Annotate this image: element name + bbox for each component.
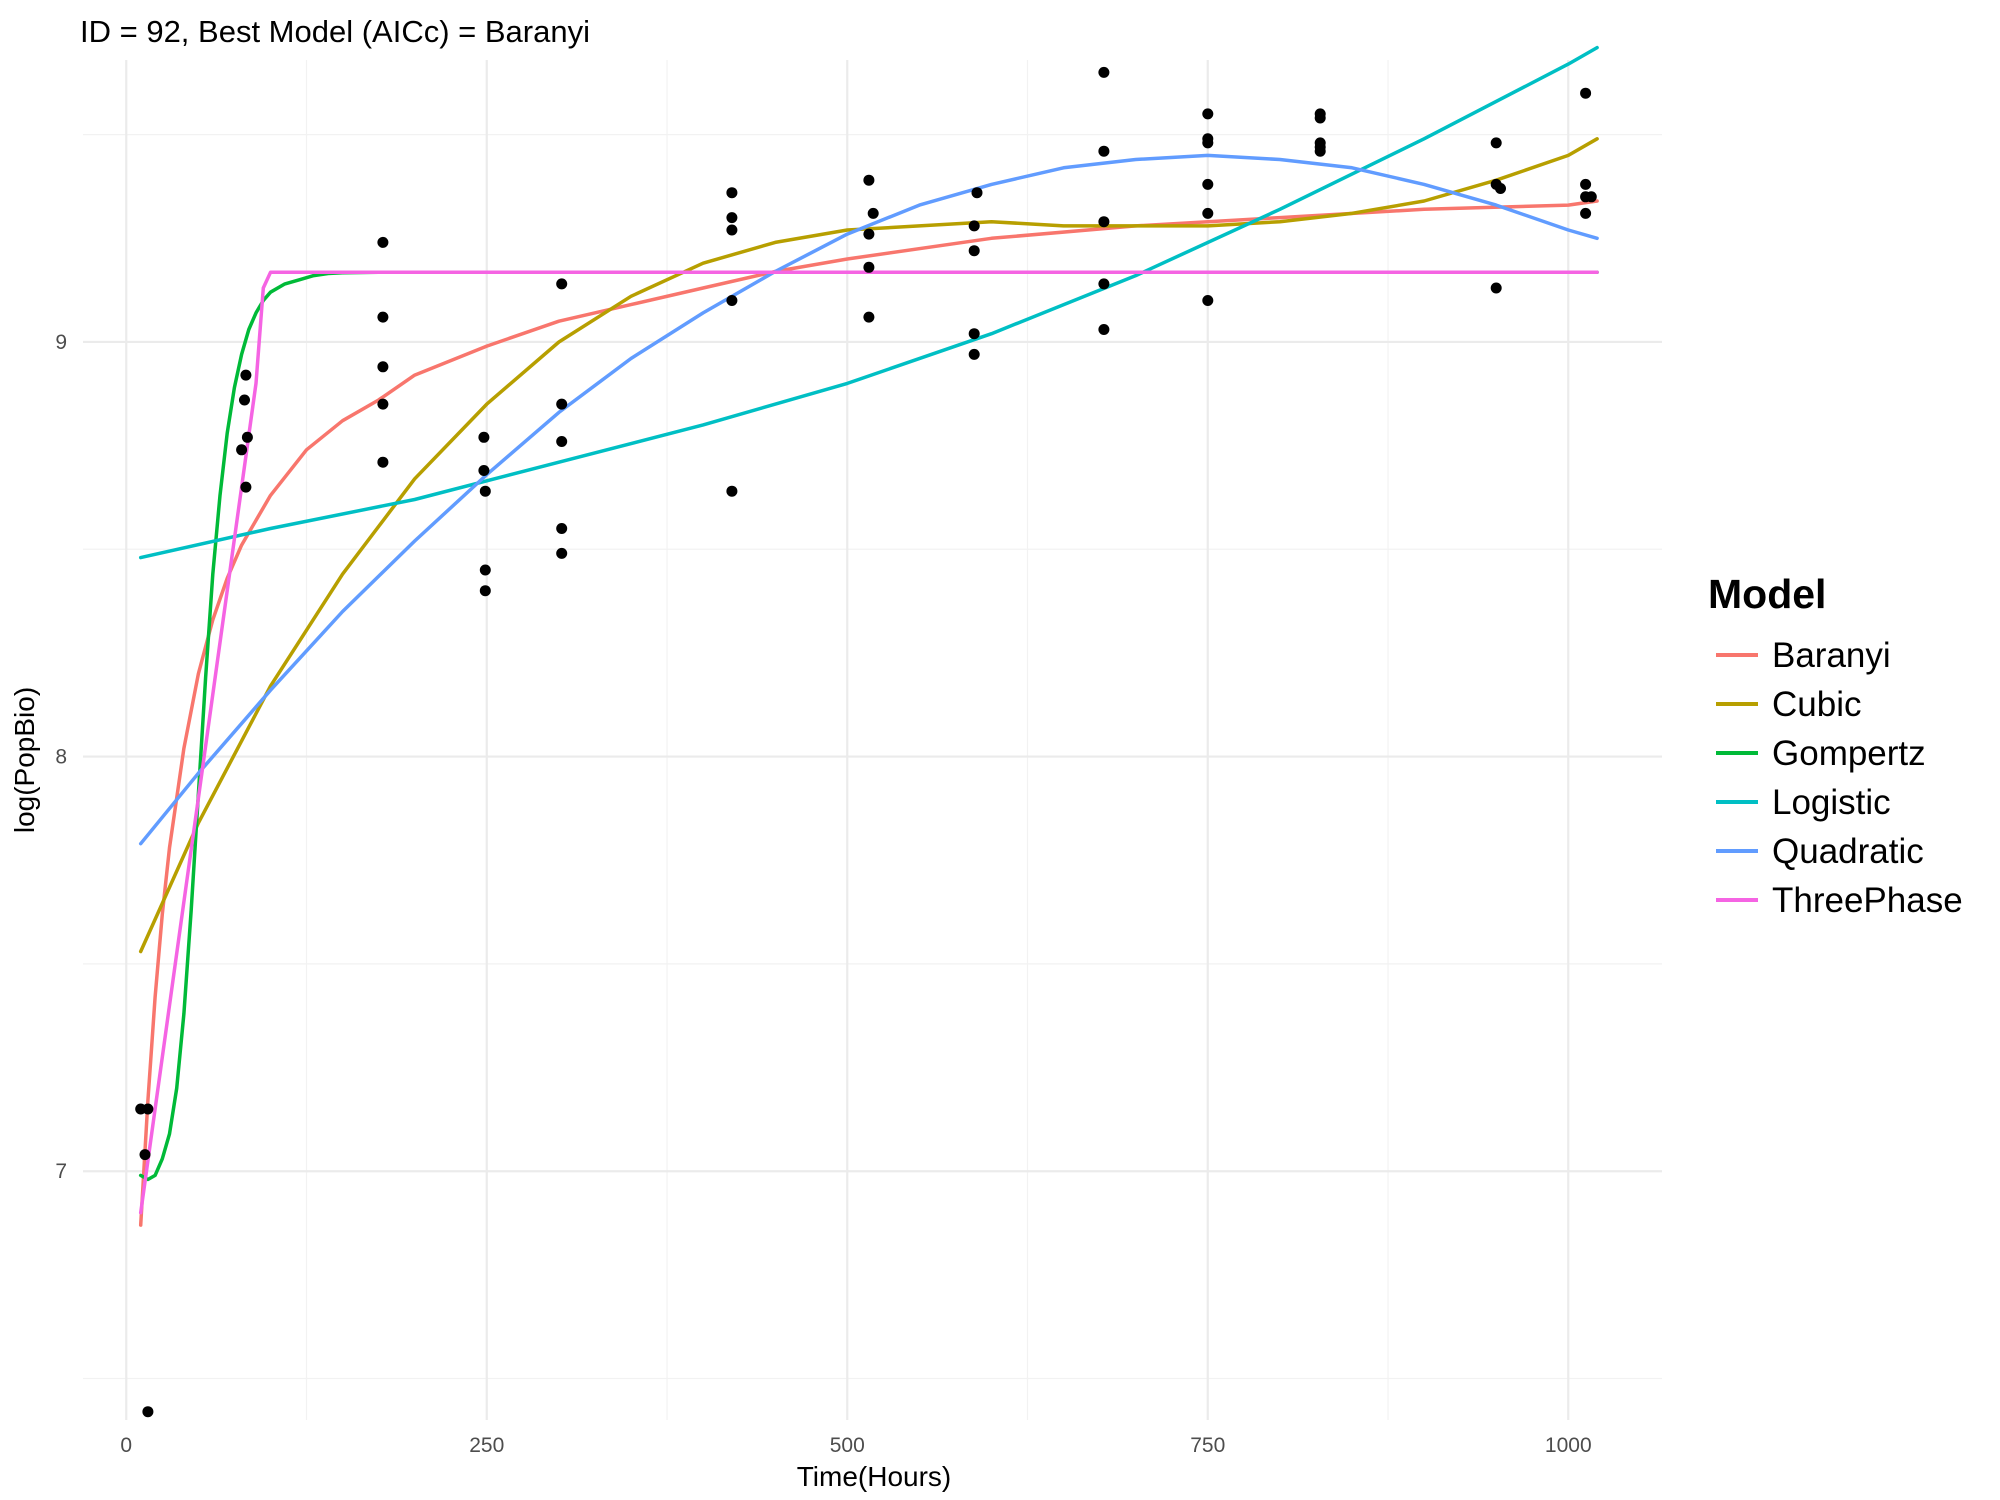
data-point (968, 220, 980, 232)
data-point (863, 261, 875, 273)
series-lines (138, 45, 1599, 1227)
data-point (1098, 66, 1110, 78)
data-point (726, 212, 738, 224)
legend-label-threephase: ThreePhase (1772, 881, 1963, 920)
data-point (1490, 137, 1502, 149)
data-point (478, 465, 490, 476)
data-point (236, 444, 248, 456)
data-point (1098, 216, 1110, 228)
data-point (479, 485, 491, 497)
data-point (1098, 145, 1110, 157)
series-line-baranyi (138, 199, 1599, 1227)
y-axis-title: log(PopBio) (9, 687, 40, 833)
data-point (142, 1103, 154, 1115)
x-axis-title: Time(Hours) (797, 1461, 952, 1492)
data-point (1490, 282, 1502, 294)
chart-title: ID = 92, Best Model (AICc) = Baranyi (80, 14, 590, 49)
data-point (556, 398, 568, 410)
x-tick-label: 0 (120, 1434, 132, 1457)
data-point (1495, 183, 1506, 194)
data-point (1098, 324, 1110, 335)
data-point (142, 1406, 154, 1418)
data-point (377, 236, 389, 248)
series-line-threephase (138, 270, 1599, 1215)
data-point (377, 361, 389, 373)
data-point (863, 174, 875, 186)
data-point (1580, 207, 1592, 219)
data-point (556, 278, 568, 290)
legend-label-quadratic: Quadratic (1772, 832, 1924, 871)
series-line-cubic (138, 137, 1599, 954)
data-point (1580, 87, 1592, 99)
data-point (867, 207, 879, 219)
data-point (968, 328, 980, 340)
data-point (240, 481, 252, 493)
major-gridlines (83, 60, 1662, 1420)
data-point (1202, 207, 1214, 219)
x-tick-label: 1000 (1545, 1434, 1592, 1457)
data-point (1580, 178, 1592, 190)
data-point (377, 456, 389, 468)
y-tick-label: 7 (55, 1160, 67, 1183)
data-point (1098, 278, 1110, 290)
data-point (556, 436, 568, 447)
data-point (968, 245, 980, 257)
data-point (1202, 178, 1214, 190)
minor-gridlines (83, 60, 1662, 1420)
data-point (241, 431, 253, 443)
x-tick-label: 500 (830, 1434, 865, 1457)
data-point (968, 348, 980, 360)
x-tick-label: 750 (1190, 1434, 1225, 1457)
data-point (1202, 108, 1214, 120)
legend-label-logistic: Logistic (1772, 783, 1891, 822)
data-point (863, 228, 875, 240)
data-point (479, 564, 491, 576)
data-point (1314, 112, 1326, 124)
legend: Model Baranyi Cubic Gompertz Logistic Quadra… (1708, 571, 1963, 920)
legend-label-baranyi: Baranyi (1772, 636, 1891, 675)
x-tick-label: 250 (469, 1434, 504, 1457)
data-point (377, 398, 389, 410)
data-point (240, 369, 252, 381)
data-point (726, 187, 738, 199)
data-point (479, 585, 491, 597)
legend-label-gompertz: Gompertz (1772, 734, 1926, 773)
data-point (863, 311, 875, 323)
x-axis-tick-labels: 0 250 500 750 1000 (120, 1434, 1591, 1457)
y-tick-label: 8 (55, 746, 67, 769)
data-point (726, 224, 738, 236)
data-point (1202, 295, 1214, 306)
data-point (1314, 145, 1326, 157)
data-point (377, 311, 389, 323)
data-point (478, 431, 490, 443)
data-point (1585, 191, 1597, 203)
data-point (556, 523, 568, 534)
data-point (726, 485, 738, 497)
y-axis-tick-labels: 7 8 9 (55, 331, 67, 1183)
data-point (556, 547, 568, 559)
series-line-logistic (138, 45, 1599, 560)
series-line-quadratic (138, 153, 1599, 846)
data-point (239, 394, 250, 406)
legend-label-cubic: Cubic (1772, 685, 1861, 724)
data-point (971, 187, 983, 199)
data-point (726, 295, 738, 306)
y-tick-label: 9 (55, 331, 67, 354)
data-point (139, 1149, 151, 1161)
legend-title: Model (1708, 571, 1826, 617)
data-point (1202, 133, 1214, 145)
data-points (135, 66, 1597, 1418)
